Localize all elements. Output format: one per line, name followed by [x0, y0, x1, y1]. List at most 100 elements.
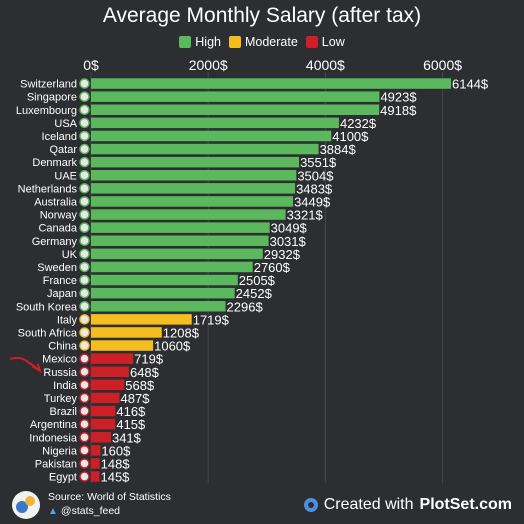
footer-credit[interactable]: Created with PlotSet.com	[303, 496, 512, 514]
flag-icon-germany	[79, 235, 90, 246]
flag-icon-egypt	[79, 471, 90, 482]
legend-swatch-moderate	[228, 36, 241, 48]
category-label-mexico: Mexico	[42, 354, 77, 366]
bar-norway	[91, 209, 286, 220]
value-label-usa: 4232$	[340, 116, 377, 131]
value-label-mexico: 719$	[134, 352, 164, 367]
category-label-canada: Canada	[38, 223, 77, 235]
value-label-uk: 2932$	[264, 247, 301, 262]
category-label-china: China	[48, 341, 78, 353]
legend-item-moderate[interactable]: Moderate	[228, 35, 298, 49]
flag-icon-uk	[79, 248, 90, 260]
value-label-luxembourg: 4918$	[380, 103, 417, 118]
source-text-block: Source: World of Statistics ▲ @stats_feed	[48, 490, 171, 519]
flag-icon-argentina	[79, 418, 90, 430]
chart-title: Average Monthly Salary (after tax)	[102, 4, 422, 27]
bar-canada	[91, 222, 270, 233]
category-label-south-korea: South Korea	[16, 301, 78, 313]
flag-icon-netherlands	[79, 183, 90, 194]
category-label-singapore: Singapore	[27, 92, 77, 104]
flag-icon-usa	[79, 117, 90, 129]
legend-swatch-high	[179, 36, 192, 48]
flag-icon-mexico	[79, 353, 90, 364]
category-label-brazil: Brazil	[49, 406, 77, 418]
value-label-qatar: 3884$	[320, 142, 357, 157]
category-label-egypt: Egypt	[49, 472, 77, 484]
value-label-singapore: 4923$	[380, 90, 417, 105]
x-tick-label: 4000$	[306, 57, 345, 73]
value-label-pakistan: 148$	[101, 456, 131, 471]
category-label-qatar: Qatar	[49, 144, 77, 156]
category-label-netherlands: Netherlands	[18, 183, 78, 195]
category-label-sweden: Sweden	[37, 262, 77, 274]
bar-germany	[91, 235, 269, 246]
bar-uae	[91, 170, 297, 181]
bar-sweden	[91, 261, 253, 273]
bar-netherlands	[91, 183, 296, 194]
flag-icon-pakistan	[79, 458, 90, 469]
twitter-handle: @stats_feed	[60, 505, 121, 517]
bar-switzerland	[91, 78, 451, 89]
bar-russia	[91, 366, 129, 377]
value-label-nigeria: 160$	[101, 443, 131, 458]
category-label-luxembourg: Luxembourg	[16, 105, 77, 117]
bar-france	[91, 274, 238, 286]
category-label-germany: Germany	[32, 236, 78, 248]
bar-india	[91, 379, 125, 391]
value-label-iceland: 4100$	[332, 129, 369, 144]
source-label: Source: World of Statistics	[48, 491, 171, 503]
value-label-germany: 3031$	[270, 234, 307, 249]
bar-japan	[91, 287, 235, 299]
value-label-sweden: 2760$	[254, 260, 291, 275]
flag-icon-australia	[79, 196, 90, 207]
plotset-logo-icon	[303, 498, 318, 512]
flag-icon-qatar	[79, 143, 90, 155]
category-label-russia: Russia	[43, 367, 78, 379]
footer-source: Source: World of Statistics ▲ @stats_feed	[12, 490, 171, 519]
category-label-denmark: Denmark	[32, 157, 77, 169]
flag-icon-denmark	[79, 156, 90, 168]
bar-brazil	[91, 405, 116, 417]
value-label-indonesia: 341$	[112, 430, 142, 445]
created-with-text: Created with	[323, 496, 414, 513]
flag-icon-india	[79, 379, 90, 391]
category-label-france: France	[43, 275, 77, 287]
value-label-italy: 1719$	[193, 312, 230, 327]
flag-icon-italy	[79, 314, 90, 325]
plotset-brand: PlotSet.com	[419, 496, 512, 513]
category-label-argentina: Argentina	[30, 419, 78, 431]
value-label-india: 568$	[125, 378, 155, 393]
bar-argentina	[91, 418, 116, 430]
value-label-brazil: 416$	[116, 404, 146, 419]
value-label-egypt: 145$	[100, 470, 130, 485]
value-label-south-korea: 2296$	[227, 299, 264, 314]
bar-south-africa	[91, 327, 162, 338]
flag-icon-norway	[79, 209, 90, 220]
bar-turkey	[91, 392, 120, 404]
twitter-icon: ▲	[48, 506, 58, 517]
flag-icon-turkey	[79, 392, 90, 404]
value-label-uae: 3504$	[297, 168, 334, 183]
category-label-nigeria: Nigeria	[42, 445, 78, 457]
bar-mexico	[91, 353, 134, 364]
flag-icon-switzerland	[79, 78, 90, 89]
value-label-turkey: 487$	[121, 391, 151, 406]
bar-italy	[91, 314, 192, 325]
flag-icon-indonesia	[79, 432, 90, 443]
x-tick-label: 2000$	[189, 57, 228, 73]
twitter-handle-row[interactable]: ▲ @stats_feed	[48, 504, 171, 519]
flag-icon-france	[79, 274, 90, 286]
bar-indonesia	[91, 432, 111, 443]
bar-singapore	[91, 91, 380, 102]
flag-icon-south-africa	[79, 327, 90, 338]
bar-egypt	[91, 471, 100, 482]
legend-item-high[interactable]: High	[179, 35, 221, 49]
category-label-uk: UK	[62, 249, 78, 261]
annotation-arrow	[10, 356, 42, 373]
legend: High Moderate Low	[0, 35, 524, 49]
category-label-indonesia: Indonesia	[29, 432, 78, 444]
category-label-south-africa: South Africa	[18, 327, 78, 339]
legend-item-low[interactable]: Low	[305, 35, 345, 49]
value-label-netherlands: 3483$	[296, 181, 333, 196]
